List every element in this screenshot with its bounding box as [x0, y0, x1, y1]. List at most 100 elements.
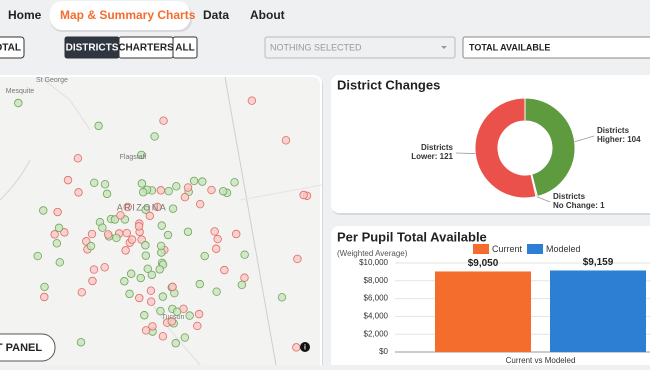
- nav-item[interactable]: Data: [203, 8, 229, 22]
- district-marker[interactable]: [63, 175, 73, 185]
- nav-item[interactable]: Map & Summary Charts: [60, 8, 196, 22]
- district-marker[interactable]: [193, 321, 202, 331]
- district-marker[interactable]: [54, 223, 64, 233]
- district-marker[interactable]: [116, 211, 125, 220]
- district-marker[interactable]: [210, 227, 219, 236]
- district-marker[interactable]: [134, 222, 144, 231]
- legend-swatch[interactable]: [473, 244, 489, 254]
- bar[interactable]: [550, 270, 646, 352]
- district-marker[interactable]: [40, 292, 49, 302]
- district-marker[interactable]: [185, 311, 194, 320]
- bar[interactable]: [435, 271, 531, 352]
- district-marker[interactable]: [172, 307, 182, 316]
- district-marker[interactable]: [240, 273, 249, 282]
- district-marker[interactable]: [293, 254, 302, 264]
- district-marker[interactable]: [100, 263, 109, 272]
- district-marker[interactable]: [52, 239, 62, 248]
- district-marker[interactable]: [60, 228, 69, 237]
- pie-slice[interactable]: [524, 97, 576, 198]
- district-marker[interactable]: [140, 311, 149, 320]
- district-marker[interactable]: [194, 309, 204, 319]
- district-marker[interactable]: [33, 251, 42, 261]
- district-marker[interactable]: [240, 250, 249, 259]
- district-marker[interactable]: [171, 339, 180, 348]
- district-marker[interactable]: [158, 332, 168, 341]
- district-marker[interactable]: [164, 186, 173, 196]
- district-marker[interactable]: [77, 288, 87, 297]
- district-marker[interactable]: [121, 246, 130, 255]
- district-marker[interactable]: [135, 293, 144, 303]
- district-marker[interactable]: [153, 202, 162, 212]
- district-marker[interactable]: [141, 241, 150, 250]
- district-marker[interactable]: [232, 229, 241, 239]
- district-marker[interactable]: [200, 251, 209, 261]
- entity-button[interactable]: [172, 36, 198, 59]
- legend-label[interactable]: Current: [492, 244, 523, 254]
- district-marker[interactable]: [145, 211, 155, 221]
- district-marker[interactable]: [86, 241, 96, 251]
- district-marker[interactable]: [189, 176, 199, 186]
- district-marker[interactable]: [167, 317, 176, 326]
- district-marker[interactable]: [87, 229, 97, 239]
- district-marker[interactable]: [195, 279, 204, 289]
- district-marker[interactable]: [148, 322, 157, 331]
- district-marker[interactable]: [277, 293, 287, 302]
- active-tab[interactable]: [50, 1, 190, 30]
- district-marker[interactable]: [158, 292, 168, 301]
- district-marker[interactable]: [157, 221, 166, 230]
- district-marker[interactable]: [156, 306, 165, 316]
- district-marker[interactable]: [90, 178, 99, 187]
- legend-swatch[interactable]: [527, 244, 543, 254]
- district-marker[interactable]: [183, 183, 193, 192]
- district-marker[interactable]: [127, 269, 136, 278]
- district-marker[interactable]: [156, 241, 166, 251]
- panel-toggle[interactable]: [0, 333, 56, 362]
- district-marker[interactable]: [211, 244, 221, 253]
- district-marker[interactable]: [155, 265, 164, 274]
- district-marker[interactable]: [74, 188, 83, 197]
- district-marker[interactable]: [98, 223, 107, 232]
- district-marker[interactable]: [198, 177, 207, 186]
- district-marker[interactable]: [127, 235, 137, 244]
- district-marker[interactable]: [125, 289, 134, 299]
- district-marker[interactable]: [141, 251, 151, 260]
- district-marker[interactable]: [53, 207, 62, 217]
- district-marker[interactable]: [137, 179, 147, 188]
- district-marker[interactable]: [100, 180, 110, 189]
- district-marker[interactable]: [281, 136, 291, 145]
- district-marker[interactable]: [88, 276, 97, 286]
- district-marker[interactable]: [180, 193, 190, 202]
- district-marker[interactable]: [123, 202, 132, 212]
- legend-label[interactable]: Modeled: [546, 244, 581, 254]
- district-marker[interactable]: [168, 204, 178, 213]
- district-marker[interactable]: [156, 186, 166, 195]
- district-marker[interactable]: [50, 230, 59, 239]
- district-marker[interactable]: [147, 270, 157, 280]
- district-marker[interactable]: [163, 230, 173, 240]
- info-icon[interactable]: [300, 342, 310, 352]
- dropdown[interactable]: [264, 36, 456, 59]
- pie-slice[interactable]: [474, 97, 537, 199]
- district-marker[interactable]: [172, 182, 181, 191]
- district-marker[interactable]: [138, 188, 148, 197]
- district-marker[interactable]: [180, 333, 190, 342]
- district-marker[interactable]: [218, 187, 228, 196]
- district-marker[interactable]: [103, 230, 113, 239]
- district-marker[interactable]: [102, 189, 112, 199]
- district-marker[interactable]: [212, 287, 221, 296]
- district-marker[interactable]: [40, 282, 49, 292]
- district-marker[interactable]: [220, 265, 229, 275]
- district-marker[interactable]: [146, 286, 156, 295]
- district-marker[interactable]: [110, 215, 120, 224]
- district-marker[interactable]: [195, 199, 205, 209]
- nav-item[interactable]: Home: [8, 8, 42, 22]
- district-marker[interactable]: [230, 178, 239, 187]
- district-marker[interactable]: [183, 227, 193, 236]
- total-button[interactable]: [0, 36, 25, 59]
- measure-select[interactable]: [462, 36, 650, 59]
- district-marker[interactable]: [141, 205, 150, 214]
- district-marker[interactable]: [237, 280, 247, 290]
- district-marker[interactable]: [89, 265, 99, 274]
- district-marker[interactable]: [213, 234, 222, 244]
- district-marker[interactable]: [122, 228, 131, 238]
